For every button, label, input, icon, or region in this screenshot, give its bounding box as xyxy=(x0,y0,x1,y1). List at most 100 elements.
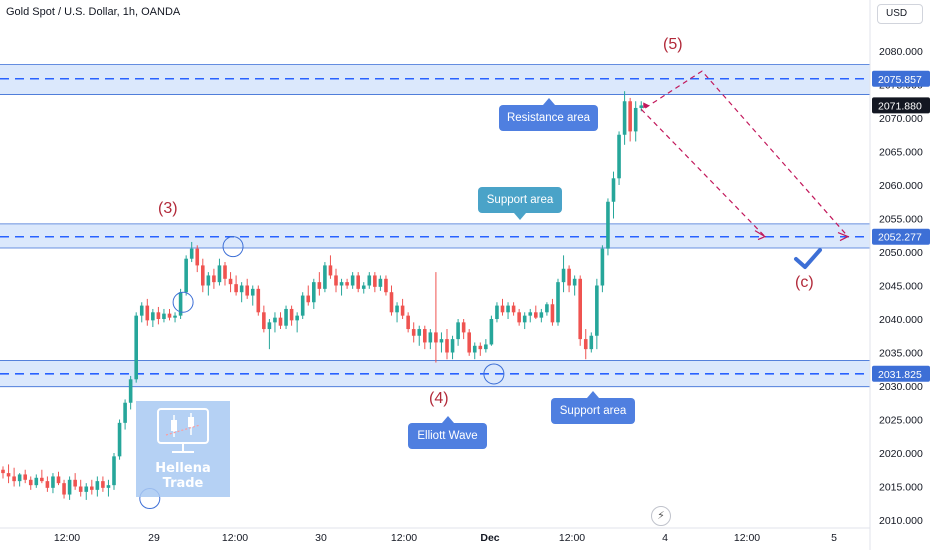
candle-body xyxy=(250,288,255,296)
currency-selector[interactable]: USD xyxy=(877,4,923,24)
y-tick-label: 2015.000 xyxy=(879,482,923,494)
price-badge-text-resistance: 2075.857 xyxy=(878,74,922,86)
callout-support-lower-text: Support area xyxy=(559,405,627,417)
candle-body xyxy=(511,305,516,313)
candle-body xyxy=(117,422,122,457)
price-axis: 2010.000 2015.000 2020.000 2025.000 2030.000… xyxy=(869,0,930,550)
candle-body xyxy=(12,476,16,482)
candle-body xyxy=(389,292,394,313)
candle-body xyxy=(306,295,311,303)
forecast-arrow-head xyxy=(837,232,850,242)
y-tick-label: 2050.000 xyxy=(879,247,923,259)
candle-body xyxy=(40,477,44,482)
y-tick-label: 2030.000 xyxy=(879,381,923,393)
candle-body xyxy=(534,312,538,318)
candle-body xyxy=(217,265,222,283)
candle-body xyxy=(600,248,605,286)
candle-body xyxy=(567,268,571,286)
candle-body xyxy=(589,335,594,350)
candle-body xyxy=(339,282,344,286)
price-badge-support-lower xyxy=(872,365,930,382)
candle-body xyxy=(561,268,566,283)
candle-body xyxy=(506,305,510,313)
callout-resistance-tail xyxy=(542,98,555,105)
candle-body xyxy=(345,282,349,286)
lightning-icon[interactable]: ⚡ xyxy=(651,506,671,526)
candle-body xyxy=(367,275,372,286)
candle-body xyxy=(62,483,66,495)
candle-body xyxy=(78,486,83,492)
candle-body xyxy=(28,479,33,486)
candle-body xyxy=(156,312,161,319)
callout-elliott-text: Elliott Wave xyxy=(417,430,478,442)
zone-support-upper xyxy=(0,223,870,248)
price-badge-text-support-lower: 2031.825 xyxy=(878,369,922,381)
candle-body xyxy=(167,313,172,318)
callout-elliott-wave: Elliott Wave xyxy=(408,416,487,449)
candle-body xyxy=(522,315,527,323)
x-tick-label: 12:00 xyxy=(559,532,585,544)
candle-body xyxy=(323,265,327,289)
candle-body xyxy=(478,345,483,350)
price-badge-current xyxy=(872,97,930,114)
candle-body xyxy=(312,282,316,303)
logo-monitor-icon xyxy=(157,408,209,453)
time-axis: 12:00 29 12:00 30 12:00 Dec 12:00 4 12:00 5 xyxy=(0,527,870,544)
x-tick-label: 29 xyxy=(148,532,160,544)
x-tick-label: 30 xyxy=(315,532,327,544)
callout-support-area-lower: Support area xyxy=(551,391,635,424)
candle-body xyxy=(173,315,177,318)
candle-body xyxy=(201,265,205,286)
x-tick-label: Dec xyxy=(480,532,499,544)
candle-body xyxy=(556,282,560,323)
candle-body xyxy=(445,339,449,353)
candle-body xyxy=(145,305,150,321)
candle-body xyxy=(300,295,305,316)
candle-body xyxy=(572,278,577,286)
callout-support-area-upper: Support area xyxy=(478,187,562,220)
candle-body xyxy=(239,285,244,293)
x-tick-label: 12:00 xyxy=(222,532,248,544)
candle-body xyxy=(606,201,610,249)
candle-body xyxy=(578,278,582,340)
candle-body xyxy=(633,107,638,132)
candle-body xyxy=(611,178,616,202)
wave-label-5: (5) xyxy=(663,36,683,53)
y-tick-label: 2080.000 xyxy=(879,46,923,58)
forecast-arrow-head xyxy=(754,230,767,241)
forecast-path-alternate xyxy=(640,108,766,238)
candle-body xyxy=(67,479,72,495)
candles-layer xyxy=(1,91,644,500)
callout-resistance-text: Resistance area xyxy=(506,112,591,124)
x-tick-label: 12:00 xyxy=(391,532,417,544)
callout-support-upper-text: Support area xyxy=(486,194,554,206)
candle-body xyxy=(278,317,283,326)
candle-body xyxy=(151,312,155,321)
pivot-circle xyxy=(483,363,505,385)
candle-body xyxy=(423,329,427,343)
y-tick-label: 2020.000 xyxy=(879,448,923,460)
candle-body xyxy=(267,322,272,330)
y-tick-label: 2070.000 xyxy=(879,113,923,125)
candle-body xyxy=(406,315,410,330)
candle-body xyxy=(472,345,477,353)
candle-body xyxy=(450,339,455,353)
candle-body xyxy=(295,315,299,321)
callout-support-lower-tail xyxy=(587,391,599,398)
pivot-circles xyxy=(139,236,505,510)
candle-body xyxy=(495,305,499,319)
candle-body xyxy=(73,479,77,487)
candle-body xyxy=(500,305,505,313)
candle-body xyxy=(317,282,322,289)
pivot-circle xyxy=(172,291,194,313)
candle-body xyxy=(189,248,194,259)
symbol-title: Gold Spot / U.S. Dollar, 1h, OANDA xyxy=(6,6,181,18)
candle-body xyxy=(6,473,11,477)
candle-body xyxy=(45,481,50,488)
candle-body xyxy=(212,275,216,283)
candle-body xyxy=(134,315,138,380)
candle-body xyxy=(101,481,105,488)
candle-body xyxy=(545,304,549,313)
